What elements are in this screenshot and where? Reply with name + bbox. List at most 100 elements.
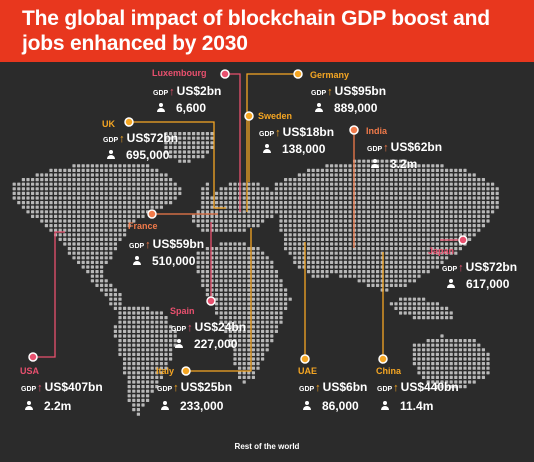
land-dot (256, 256, 260, 260)
land-dot (357, 237, 361, 241)
land-dot (408, 274, 412, 278)
land-dot (123, 348, 127, 352)
land-dot (169, 334, 173, 338)
land-dot (118, 297, 122, 301)
land-dot (100, 178, 104, 182)
land-dot (104, 288, 108, 292)
land-dot (431, 265, 435, 269)
land-dot (238, 316, 242, 320)
land-dot (357, 168, 361, 172)
land-dot (422, 205, 426, 209)
land-dot (242, 302, 246, 306)
land-dot (445, 214, 449, 218)
land-dot (17, 187, 21, 191)
land-dot (228, 242, 232, 246)
land-dot (242, 320, 246, 324)
land-dot (242, 283, 246, 287)
land-dot (380, 173, 384, 177)
land-dot (100, 247, 104, 251)
land-dot (132, 196, 136, 200)
up-arrow-icon: ↑ (315, 382, 321, 394)
land-dot (201, 219, 205, 223)
land-dot (463, 371, 467, 375)
land-dot (385, 270, 389, 274)
land-dot (109, 168, 113, 172)
land-dot (127, 375, 131, 379)
land-dot (339, 210, 343, 214)
land-dot (132, 398, 136, 402)
land-dot (412, 219, 416, 223)
land-dot (67, 247, 71, 251)
land-dot (251, 316, 255, 320)
land-dot (109, 233, 113, 237)
land-dot (348, 242, 352, 246)
land-dot (136, 214, 140, 218)
land-dot (417, 219, 421, 223)
jobs-row: 233,000 (160, 397, 223, 415)
land-dot (238, 288, 242, 292)
land-dot (238, 256, 242, 260)
land-dot (265, 279, 269, 283)
land-dot (339, 196, 343, 200)
land-dot (104, 224, 108, 228)
page-title: The global impact of blockchain GDP boos… (22, 7, 490, 55)
land-dot (146, 173, 150, 177)
land-dot (380, 201, 384, 205)
land-dot (100, 196, 104, 200)
land-dot (86, 205, 90, 209)
land-dot (417, 224, 421, 228)
land-dot (58, 168, 62, 172)
land-dot (417, 302, 421, 306)
land-dot (196, 132, 200, 136)
land-dot (256, 297, 260, 301)
land-dot (320, 182, 324, 186)
land-dot (320, 247, 324, 251)
land-dot (228, 265, 232, 269)
land-dot (49, 178, 53, 182)
land-dot (477, 210, 481, 214)
land-dot (261, 196, 265, 200)
land-dot (431, 205, 435, 209)
land-dot (127, 371, 131, 375)
land-dot (81, 164, 85, 168)
land-dot (247, 320, 251, 324)
land-dot (348, 205, 352, 209)
land-dot (399, 274, 403, 278)
connector-line (246, 73, 298, 212)
land-dot (316, 260, 320, 264)
land-dot (210, 214, 214, 218)
land-dot (54, 205, 58, 209)
land-dot (104, 293, 108, 297)
land-dot (403, 265, 407, 269)
land-dot (155, 178, 159, 182)
land-dot (454, 187, 458, 191)
land-dot (40, 201, 44, 205)
land-dot (417, 164, 421, 168)
land-dot (357, 196, 361, 200)
land-dot (468, 219, 472, 223)
land-dot (339, 256, 343, 260)
land-dot (307, 196, 311, 200)
land-dot (77, 247, 81, 251)
land-dot (146, 164, 150, 168)
land-dot (297, 237, 301, 241)
land-dot (141, 201, 145, 205)
land-dot (251, 352, 255, 356)
land-dot (86, 168, 90, 172)
land-dot (238, 352, 242, 356)
land-dot (219, 288, 223, 292)
land-dot (86, 224, 90, 228)
land-dot (251, 187, 255, 191)
land-dot (417, 233, 421, 237)
land-dot (270, 325, 274, 329)
world-map (0, 62, 534, 462)
land-dot (463, 366, 467, 370)
land-dot (316, 205, 320, 209)
land-dot (247, 191, 251, 195)
land-dot (422, 247, 426, 251)
land-dot (109, 182, 113, 186)
person-icon (262, 144, 272, 154)
land-dot (385, 187, 389, 191)
land-dot (233, 247, 237, 251)
land-dot (155, 329, 159, 333)
